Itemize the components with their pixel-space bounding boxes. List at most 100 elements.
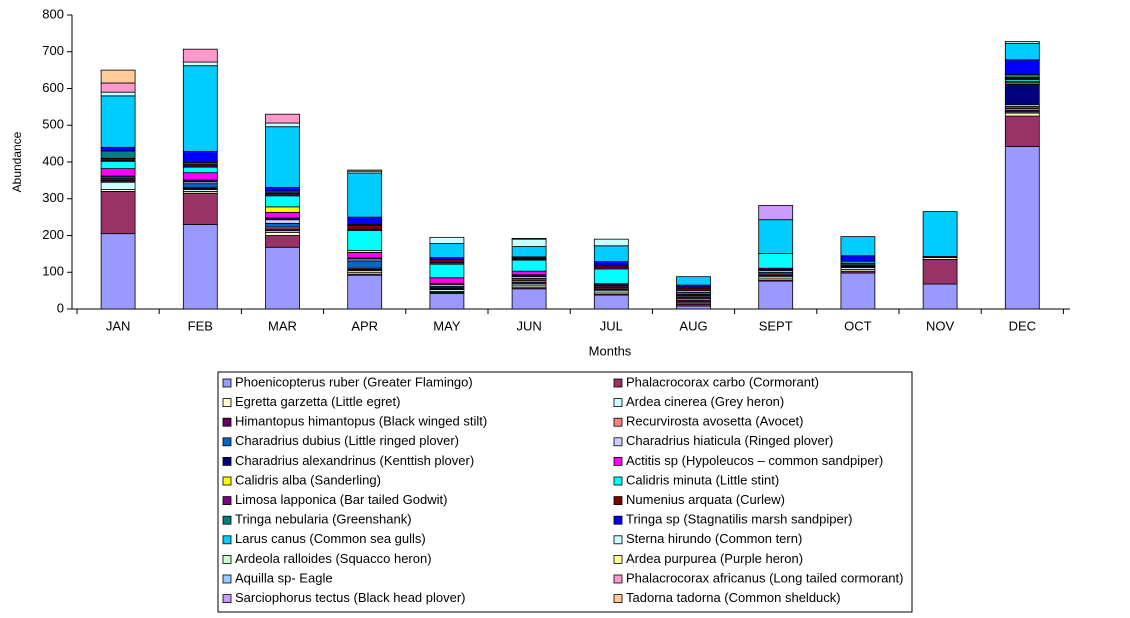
legend-swatch	[613, 574, 623, 584]
legend-swatch	[613, 515, 623, 525]
bar-segment	[1004, 146, 1040, 310]
bar-segment	[182, 48, 218, 63]
bar-segment	[182, 61, 218, 67]
bar-segment	[429, 258, 465, 263]
legend-box	[217, 371, 913, 613]
legend-label: Larus canus (Common sea gulls)	[235, 531, 426, 546]
bar-segment	[347, 169, 383, 172]
bar-segment	[676, 276, 711, 286]
legend-label: Recurvirosta avosetta (Avocet)	[626, 414, 804, 429]
legend-label: Sarciophorus tectus (Black head plover)	[235, 590, 466, 605]
x-tick-label: DEC	[1009, 318, 1036, 333]
x-axis-title: Months	[589, 343, 632, 358]
y-tick-label: 200	[42, 227, 64, 242]
bar-segment	[758, 204, 794, 221]
bar-segment	[182, 183, 218, 188]
legend-swatch	[222, 437, 232, 447]
bar-segment	[511, 270, 547, 276]
bar-segment	[100, 150, 136, 159]
bar-segment	[511, 238, 547, 247]
bar-segment	[347, 274, 383, 310]
legend-swatch	[613, 594, 623, 603]
legend-swatch	[613, 417, 623, 427]
x-tick-label: MAY	[433, 318, 461, 333]
bar-segment	[265, 246, 300, 310]
bar-segment	[182, 65, 218, 152]
legend-label: Phalacrocorax africanus (Long tailed cor…	[626, 570, 903, 585]
bar-segment	[511, 238, 547, 240]
bar-segment	[265, 122, 300, 128]
bar-segment	[100, 168, 136, 177]
legend-swatch	[222, 496, 232, 506]
bar-segment	[1004, 74, 1040, 78]
bar-segment	[265, 211, 300, 219]
legend-label: Phalacrocorax carbo (Cormorant)	[626, 374, 819, 389]
bar-segment	[100, 181, 136, 190]
bar-segment	[265, 113, 300, 124]
legend-label: Ardea purpurea (Purple heron)	[626, 551, 803, 566]
bar-segment	[922, 283, 958, 310]
x-tick-label: JAN	[106, 318, 131, 333]
y-axis-title: Abundance	[10, 131, 24, 192]
bar-segment	[265, 235, 300, 248]
legend-swatch	[222, 417, 232, 427]
bar-segment	[182, 192, 218, 225]
y-tick-label: 0	[57, 300, 64, 315]
bar-segment	[511, 259, 547, 272]
x-tick-label: NOV	[926, 318, 955, 333]
bar-segment	[1004, 59, 1040, 75]
legend-label: Tringa nebularia (Greenshank)	[235, 512, 412, 527]
legend-label: Tadorna tadorna (Common shelduck)	[626, 590, 841, 605]
y-tick-label: 400	[42, 153, 64, 168]
bar-segment	[593, 268, 629, 285]
legend-swatch	[222, 594, 232, 603]
x-tick-label: APR	[351, 318, 378, 333]
bar-segment	[347, 229, 383, 251]
y-tick-label: 300	[42, 190, 64, 205]
y-tick-label: 700	[42, 43, 64, 58]
legend-swatch	[222, 555, 232, 564]
bar-segment	[182, 150, 218, 163]
bar-segment	[922, 258, 958, 285]
legend-label: Actitis sp (Hypoleucos – common sandpipe…	[626, 453, 883, 468]
legend-label: Charadrius hiaticula (Ringed plover)	[626, 433, 833, 448]
bar-segment	[182, 166, 218, 174]
bar-segment	[100, 190, 136, 235]
bar-segment	[347, 225, 383, 230]
legend-swatch	[613, 378, 623, 388]
bar-segment	[100, 160, 136, 170]
x-tick-label: OCT	[844, 318, 872, 333]
x-tick-label: SEPT	[759, 318, 793, 333]
y-tick-label: 100	[42, 264, 64, 279]
bar-segment	[100, 233, 136, 310]
bar-segment	[182, 224, 218, 310]
x-tick-label: FEB	[188, 318, 213, 333]
bar-segment	[593, 245, 629, 262]
legend-label: Numenius arquata (Curlew)	[626, 492, 785, 507]
legend-label: Calidris alba (Sanderling)	[235, 472, 381, 487]
bar-segment	[347, 172, 383, 218]
bar-segment	[265, 186, 300, 192]
y-tick-label: 500	[42, 117, 64, 132]
bar-segment	[593, 261, 629, 266]
legend-swatch	[222, 378, 232, 388]
bar-segment	[758, 219, 794, 254]
bar-segment	[265, 126, 300, 188]
legend-label: Calidris minuta (Little stint)	[626, 472, 779, 487]
legend-label: Charadrius alexandrinus (Kenttish plover…	[235, 453, 474, 468]
bar-segment	[1004, 84, 1040, 106]
bar-segment	[593, 294, 629, 310]
bar-segment	[429, 293, 465, 310]
legend-label: Himantopus himantopus (Black winged stil…	[235, 414, 487, 429]
bar-segment	[676, 305, 711, 310]
bar-segment	[429, 236, 465, 244]
x-tick-label: JUL	[600, 318, 623, 333]
bar-segment	[100, 69, 136, 84]
bar-segment	[1004, 42, 1040, 61]
bar-segment	[429, 243, 465, 258]
bar-segment	[840, 272, 876, 310]
bar-segment	[100, 91, 136, 97]
bar-segment	[429, 277, 465, 284]
bar-segment	[265, 206, 300, 213]
